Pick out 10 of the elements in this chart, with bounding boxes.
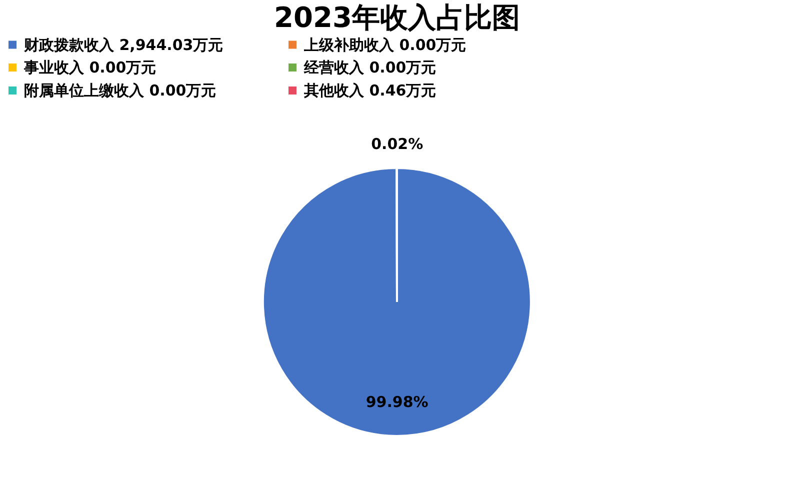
pie-slice [262,167,532,437]
legend-label: 经营收入 0.00万元 [303,58,436,76]
legend-label: 上级补助收入 0.00万元 [303,36,466,54]
data-label: 0.02% [371,135,424,153]
legend-label: 财政拨款收入 2,944.03万元 [23,36,224,54]
data-label: 99.98% [366,393,428,411]
legend-label: 附属单位上缴收入 0.00万元 [24,82,216,100]
chart-title: 2023年收入占比图 [274,1,520,34]
legend-label: 事业收入 0.00万元 [23,58,156,76]
legend-label: 其他收入 0.46万元 [303,82,436,100]
